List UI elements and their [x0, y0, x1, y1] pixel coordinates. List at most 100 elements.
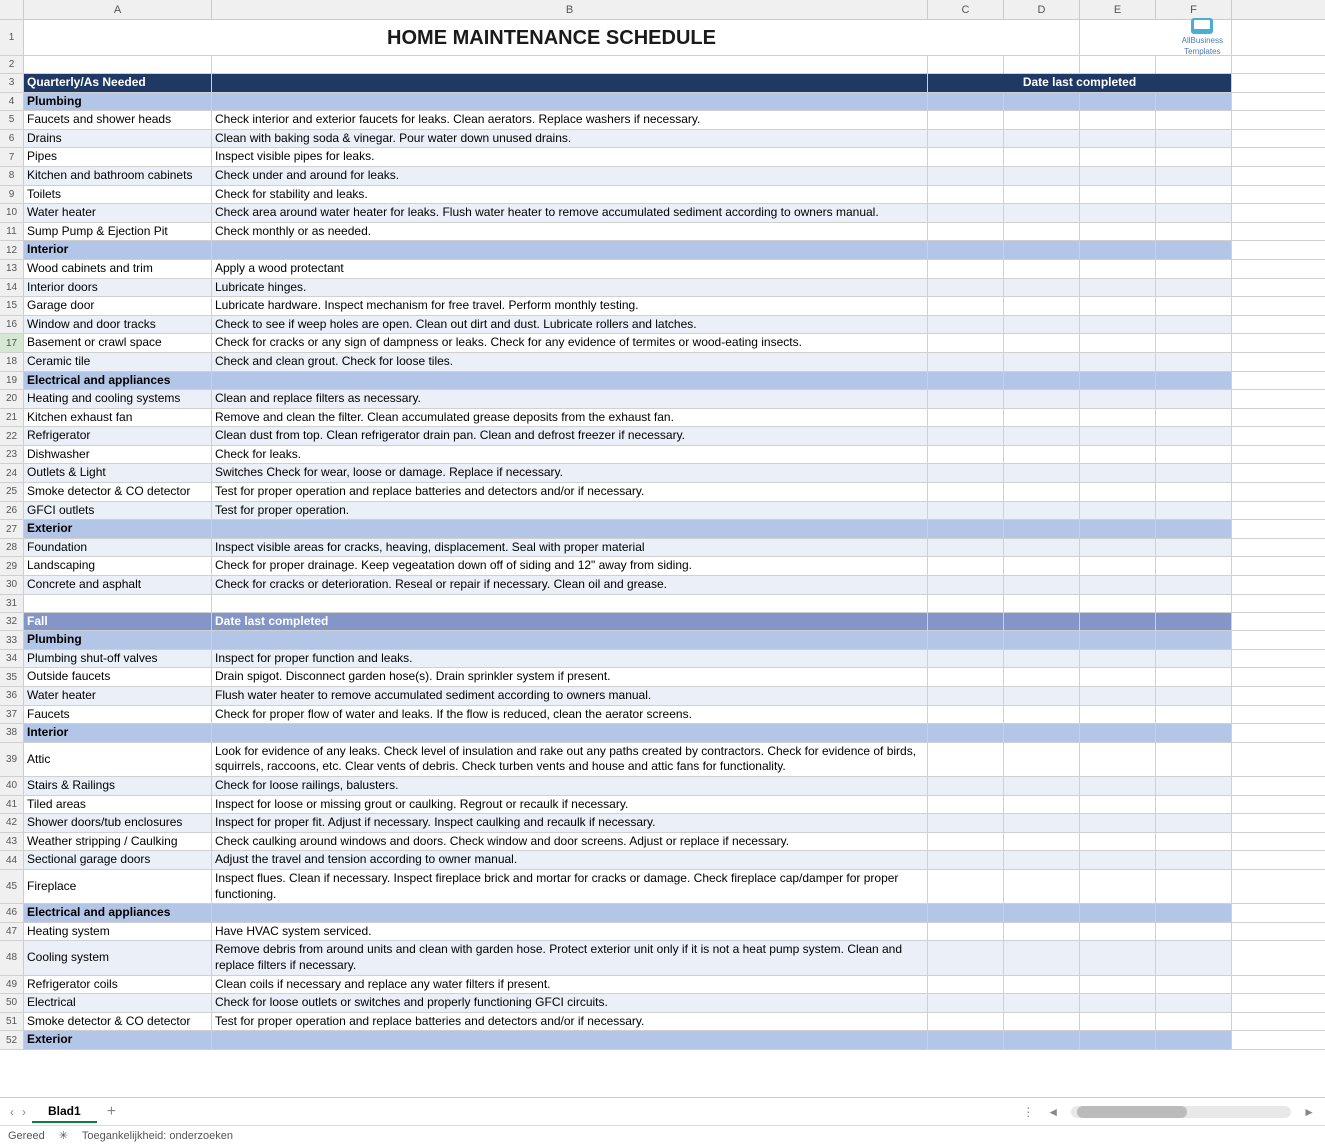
subsection-header[interactable]: Interior — [24, 241, 212, 259]
row-header[interactable]: 39 — [0, 743, 24, 776]
item-name-cell[interactable]: Toilets — [24, 186, 212, 204]
item-name-cell[interactable]: Foundation — [24, 539, 212, 557]
item-name-cell[interactable]: Electrical — [24, 994, 212, 1012]
date-cell[interactable] — [928, 390, 1004, 408]
cell[interactable] — [1080, 631, 1156, 649]
date-cell[interactable] — [1080, 148, 1156, 166]
date-cell[interactable] — [1156, 390, 1232, 408]
date-cell[interactable] — [1080, 186, 1156, 204]
date-cell[interactable] — [928, 111, 1004, 129]
cell[interactable] — [212, 93, 928, 111]
date-cell[interactable] — [1080, 409, 1156, 427]
row-header[interactable]: 47 — [0, 923, 24, 941]
date-cell[interactable] — [1004, 409, 1080, 427]
cell[interactable] — [1080, 93, 1156, 111]
row-header[interactable]: 48 — [0, 941, 24, 974]
row-header[interactable]: 26 — [0, 502, 24, 520]
row-header[interactable]: 52 — [0, 1031, 24, 1049]
date-cell[interactable] — [1080, 706, 1156, 724]
item-desc-cell[interactable]: Inspect flues. Clean if necessary. Inspe… — [212, 870, 928, 903]
date-cell[interactable] — [1004, 446, 1080, 464]
cell[interactable] — [1156, 93, 1232, 111]
item-desc-cell[interactable]: Check for stability and leaks. — [212, 186, 928, 204]
row-header[interactable]: 37 — [0, 706, 24, 724]
item-name-cell[interactable]: Basement or crawl space — [24, 334, 212, 352]
tab-options-icon[interactable]: ⋮ — [1022, 1105, 1035, 1119]
date-cell[interactable] — [1004, 130, 1080, 148]
date-cell[interactable] — [1004, 483, 1080, 501]
item-desc-cell[interactable]: Test for proper operation and replace ba… — [212, 483, 928, 501]
date-cell[interactable] — [1156, 743, 1232, 776]
date-cell[interactable] — [1004, 833, 1080, 851]
date-cell[interactable] — [1004, 870, 1080, 903]
cell[interactable] — [928, 56, 1004, 73]
date-cell[interactable] — [1156, 1013, 1232, 1031]
item-name-cell[interactable]: Wood cabinets and trim — [24, 260, 212, 278]
date-cell[interactable] — [928, 650, 1004, 668]
date-cell[interactable] — [1080, 279, 1156, 297]
row-header[interactable]: 7 — [0, 148, 24, 166]
date-cell[interactable] — [1156, 148, 1232, 166]
row-header[interactable]: 2 — [0, 56, 24, 73]
cell[interactable] — [212, 1031, 928, 1049]
cell[interactable] — [212, 631, 928, 649]
date-cell[interactable] — [1156, 870, 1232, 903]
date-cell[interactable] — [928, 204, 1004, 222]
row-header[interactable]: 29 — [0, 557, 24, 575]
row-header[interactable]: 13 — [0, 260, 24, 278]
date-cell[interactable] — [1156, 186, 1232, 204]
date-cell[interactable] — [1156, 483, 1232, 501]
subsection-header[interactable]: Interior — [24, 724, 212, 742]
date-cell[interactable] — [1004, 167, 1080, 185]
item-desc-cell[interactable]: Clean and replace filters as necessary. — [212, 390, 928, 408]
row-header[interactable]: 9 — [0, 186, 24, 204]
item-name-cell[interactable]: Refrigerator coils — [24, 976, 212, 994]
row-header[interactable]: 23 — [0, 446, 24, 464]
item-desc-cell[interactable]: Check monthly or as needed. — [212, 223, 928, 241]
date-cell[interactable] — [1156, 923, 1232, 941]
date-cell[interactable] — [928, 167, 1004, 185]
cell[interactable] — [1080, 904, 1156, 922]
row-header[interactable]: 24 — [0, 464, 24, 482]
item-desc-cell[interactable]: Clean coils if necessary and replace any… — [212, 976, 928, 994]
row-header[interactable]: 21 — [0, 409, 24, 427]
item-desc-cell[interactable]: Check caulking around windows and doors.… — [212, 833, 928, 851]
date-cell[interactable] — [928, 260, 1004, 278]
date-cell[interactable] — [1004, 223, 1080, 241]
row-header[interactable]: 20 — [0, 390, 24, 408]
row-header[interactable]: 41 — [0, 796, 24, 814]
cell[interactable] — [1156, 631, 1232, 649]
item-desc-cell[interactable]: Clean dust from top. Clean refrigerator … — [212, 427, 928, 445]
item-desc-cell[interactable]: Check for proper drainage. Keep vegeatat… — [212, 557, 928, 575]
cell[interactable] — [1004, 904, 1080, 922]
cell[interactable] — [1004, 241, 1080, 259]
date-cell[interactable] — [928, 706, 1004, 724]
row-header[interactable]: 10 — [0, 204, 24, 222]
date-cell[interactable] — [1156, 777, 1232, 795]
date-cell[interactable] — [1080, 334, 1156, 352]
date-cell[interactable] — [1080, 353, 1156, 371]
cell[interactable] — [212, 74, 928, 92]
row-header[interactable]: 31 — [0, 595, 24, 612]
item-name-cell[interactable]: Garage door — [24, 297, 212, 315]
date-cell[interactable] — [928, 743, 1004, 776]
col-header-d[interactable]: D — [1004, 0, 1080, 19]
item-desc-cell[interactable]: Have HVAC system serviced. — [212, 923, 928, 941]
date-cell[interactable] — [1080, 557, 1156, 575]
item-name-cell[interactable]: GFCI outlets — [24, 502, 212, 520]
date-cell[interactable] — [1080, 595, 1156, 612]
date-cell[interactable] — [1156, 539, 1232, 557]
date-cell[interactable] — [928, 814, 1004, 832]
item-desc-cell[interactable]: Lubricate hardware. Inspect mechanism fo… — [212, 297, 928, 315]
cell[interactable] — [1080, 372, 1156, 390]
date-cell[interactable] — [928, 777, 1004, 795]
date-cell[interactable] — [1080, 483, 1156, 501]
item-desc-cell[interactable]: Flush water heater to remove accumulated… — [212, 687, 928, 705]
cell[interactable] — [212, 904, 928, 922]
date-cell[interactable] — [1004, 353, 1080, 371]
cell[interactable] — [1156, 1031, 1232, 1049]
date-cell[interactable] — [1156, 223, 1232, 241]
date-cell[interactable] — [1004, 1013, 1080, 1031]
item-name-cell[interactable]: Drains — [24, 130, 212, 148]
row-header[interactable]: 5 — [0, 111, 24, 129]
